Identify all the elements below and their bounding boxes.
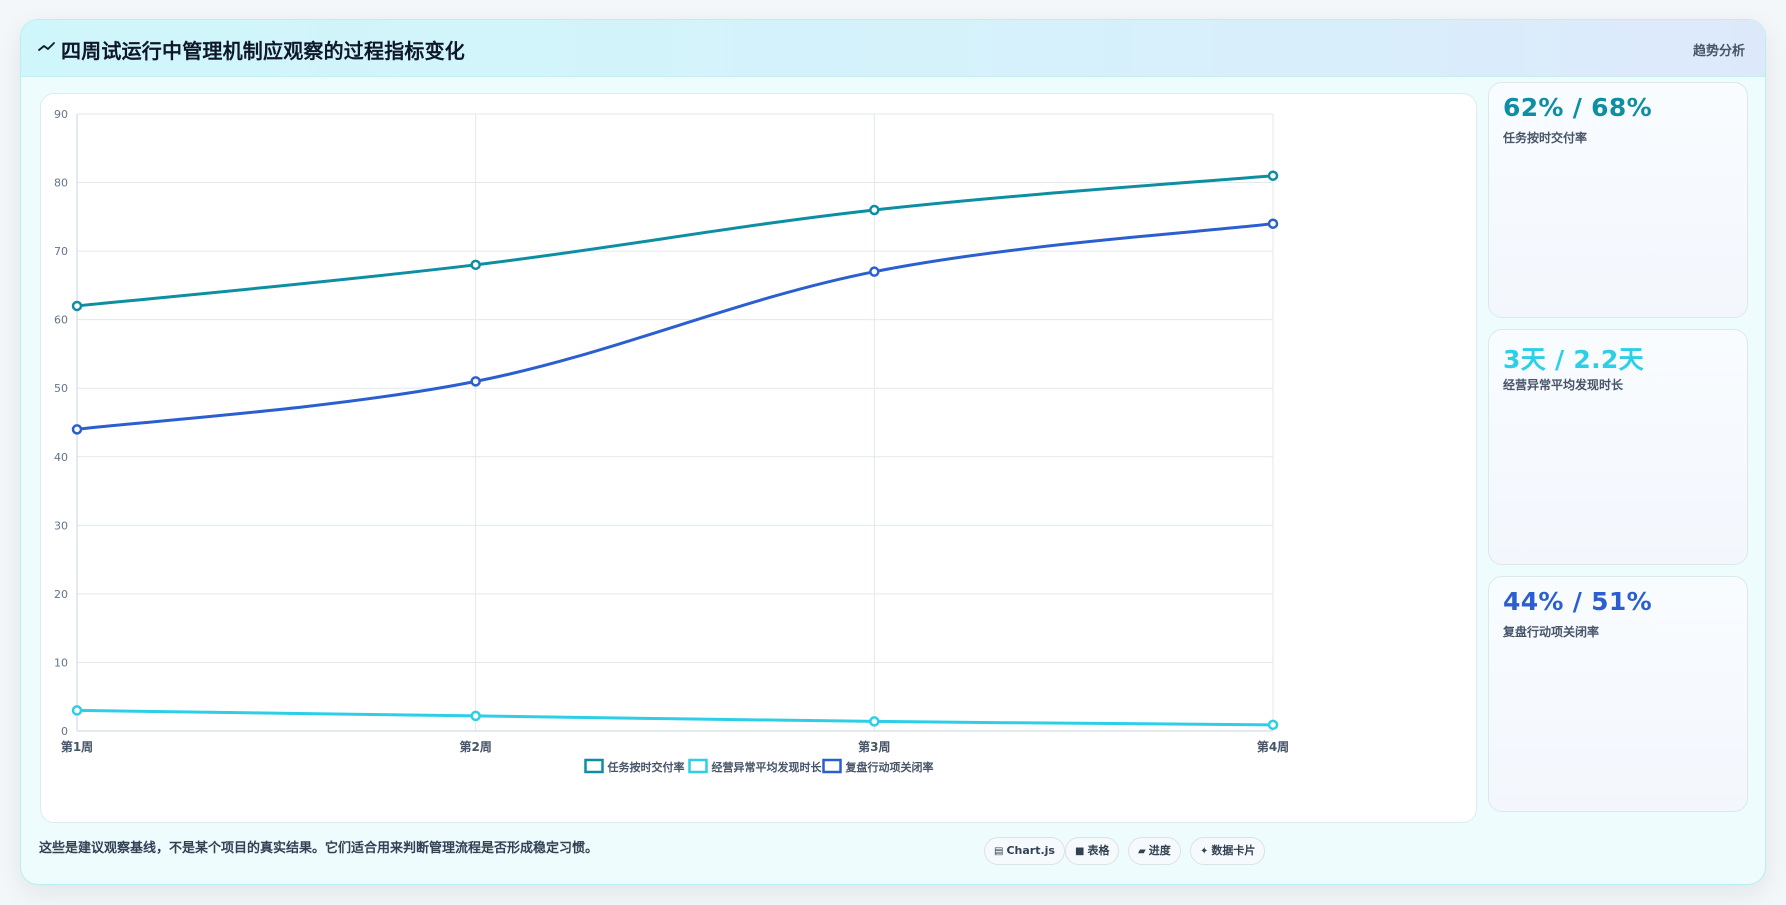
legend-label: 复盘行动项关闭率	[845, 760, 934, 774]
chip-label: 表格	[1087, 844, 1110, 857]
stat-card-delivery: 62% / 68% 任务按时交付率	[1488, 82, 1748, 318]
stat-value: 62% / 68%	[1503, 93, 1652, 122]
legend-swatch	[822, 758, 842, 774]
header-tag: 趋势分析	[1692, 44, 1745, 59]
legend-label: 任务按时交付率	[607, 760, 685, 774]
chip-label: 进度	[1148, 844, 1171, 857]
stat-label: 经营异常平均发现时长	[1503, 378, 1624, 392]
data-point	[869, 716, 880, 727]
table-icon: ■	[1075, 846, 1085, 857]
trend-card: 四周试运行中管理机制应观察的过程指标变化 趋势分析 0 10 20 30 40 50 60 7…	[20, 19, 1766, 885]
chip-progress[interactable]: ▰ 进度	[1128, 837, 1181, 865]
data-point	[71, 300, 83, 312]
chip-data-cards[interactable]: ✦ 数据卡片	[1190, 837, 1266, 865]
progress-icon: ▰	[1138, 846, 1146, 857]
legend-swatch	[584, 758, 604, 774]
data-point	[470, 259, 481, 271]
card-title: 四周试运行中管理机制应观察的过程指标变化	[61, 39, 465, 63]
x-tick-label: 第1周	[61, 739, 93, 754]
y-tick-label: 30	[54, 519, 68, 532]
y-tick-label: 60	[54, 314, 68, 327]
y-tick-label: 50	[54, 382, 68, 395]
x-tick-label: 第3周	[858, 739, 890, 754]
data-point	[1267, 170, 1279, 181]
chip-label: 数据卡片	[1211, 844, 1256, 857]
series-line-1	[75, 174, 1275, 308]
legend-label: 经营异常平均发现时长	[712, 760, 823, 774]
stat-card-detection: 3天 / 2.2天 经营异常平均发现时长	[1488, 329, 1748, 565]
data-point	[1267, 218, 1279, 229]
data-point	[71, 424, 83, 435]
stat-label: 复盘行动项关闭率	[1503, 625, 1600, 639]
series-line-3	[75, 222, 1275, 431]
data-point	[71, 705, 83, 716]
y-tick-label: 80	[54, 177, 68, 190]
y-tick-label: 10	[54, 656, 68, 669]
sparkle-icon: ✦	[1200, 846, 1209, 857]
data-point	[869, 204, 880, 216]
legend-swatch	[688, 758, 708, 774]
stat-label: 任务按时交付率	[1503, 131, 1588, 145]
y-tick-label: 90	[54, 108, 68, 121]
y-tick-label: 70	[54, 245, 68, 258]
x-tick-label: 第4周	[1257, 739, 1289, 754]
chart-icon: ▤	[994, 846, 1004, 857]
data-point	[869, 266, 880, 277]
y-tick-label: 20	[54, 588, 68, 601]
card-header: 四周试运行中管理机制应观察的过程指标变化 趋势分析	[21, 20, 1765, 77]
series-line-2	[75, 708, 1275, 727]
stat-card-closure: 44% / 51% 复盘行动项关闭率	[1488, 576, 1748, 812]
chart-area: 0 10 20 30 40 50 60 70 80 90 第1周 第2周 第3周 第4周任务按时交付率 经营…	[40, 93, 1477, 823]
data-point	[470, 710, 481, 722]
chip-chartjs[interactable]: ▤ Chart.js	[984, 837, 1065, 865]
stat-value: 44% / 51%	[1503, 587, 1652, 616]
data-point	[1267, 719, 1279, 731]
chip-table[interactable]: ■ 表格	[1065, 837, 1120, 865]
trend-line-icon	[38, 42, 55, 51]
data-point	[470, 376, 481, 387]
stat-value: 3天 / 2.2天	[1503, 345, 1644, 374]
footnote: 这些是建议观察基线，不是某个项目的真实结果。它们适合用来判断管理流程是否形成稳定…	[39, 841, 599, 856]
chip-label: Chart.js	[1006, 844, 1055, 857]
y-tick-label: 0	[61, 725, 68, 738]
x-tick-label: 第2周	[459, 739, 491, 754]
y-tick-label: 40	[54, 451, 68, 464]
